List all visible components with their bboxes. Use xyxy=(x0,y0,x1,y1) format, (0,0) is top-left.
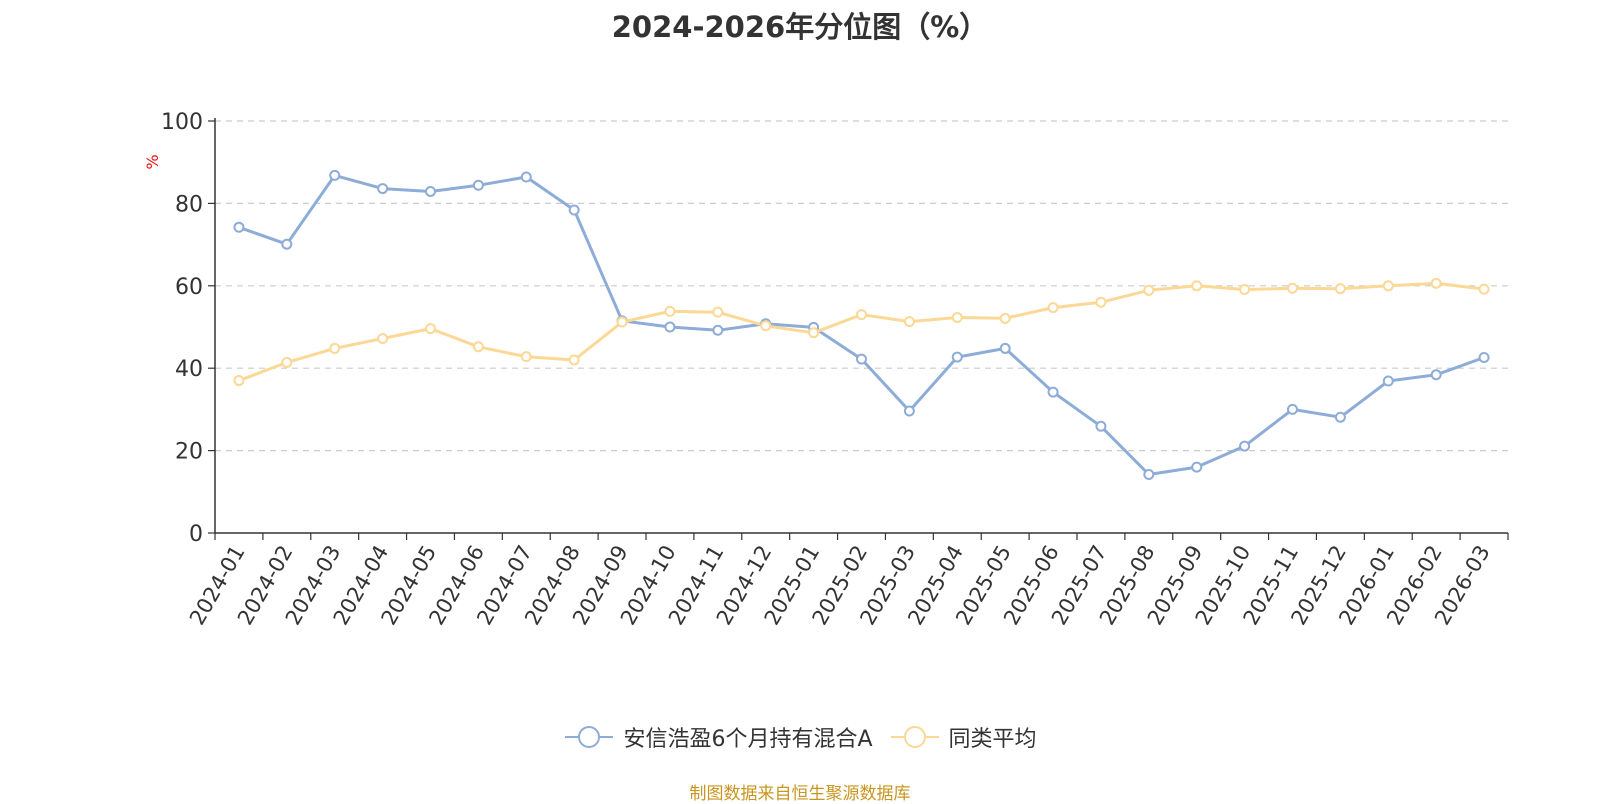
y-tick-label: 60 xyxy=(175,275,203,300)
series-1-point xyxy=(520,351,532,363)
series-1-point xyxy=(712,306,724,318)
legend-marker-fund-icon xyxy=(565,726,614,748)
legend-item-category-average[interactable]: 同类平均 xyxy=(889,721,1037,753)
axes: 0204060801002024-012024-022024-032024-04… xyxy=(161,110,1509,629)
series-1-point xyxy=(856,309,867,321)
series-0-point xyxy=(1047,386,1059,398)
series-1-point xyxy=(1191,280,1203,292)
series-0-point xyxy=(1143,468,1155,480)
series-1-point xyxy=(1143,284,1155,296)
legend-item-fund[interactable]: 安信浩盈6个月持有混合A xyxy=(563,721,873,753)
y-axis-unit-label: % xyxy=(143,154,162,169)
series-line-0 xyxy=(238,173,1485,476)
series-1-point xyxy=(664,305,676,317)
series-0-point xyxy=(1287,403,1298,415)
series-1-point xyxy=(281,356,293,368)
series-0-point xyxy=(472,179,484,191)
series-0-point xyxy=(425,185,436,197)
series-1-point xyxy=(760,320,772,332)
chart-title: 2024-2026年分位图（%） xyxy=(611,10,989,44)
legend-label-fund: 安信浩盈6个月持有混合A xyxy=(623,727,873,752)
series-1-point xyxy=(472,341,484,353)
series-1-point xyxy=(1478,283,1490,295)
series-0-point xyxy=(664,321,676,333)
series-1-point xyxy=(903,316,915,328)
series-1-point xyxy=(233,375,245,387)
series-0-point xyxy=(520,171,532,183)
series-1-point xyxy=(1430,277,1442,289)
y-tick-label: 100 xyxy=(161,110,203,135)
series-0-point xyxy=(1191,461,1203,473)
series-0-point xyxy=(233,221,245,233)
series-1-point xyxy=(1382,280,1394,292)
series-0-point xyxy=(281,238,293,250)
series-1-point xyxy=(1334,283,1346,295)
series-1-point xyxy=(999,312,1011,324)
series-0-point xyxy=(1478,351,1490,363)
series-1-point xyxy=(1287,282,1298,294)
y-tick-label: 40 xyxy=(175,357,203,382)
series-0-point xyxy=(951,351,963,363)
legend-label-average: 同类平均 xyxy=(948,727,1037,752)
series-0-point xyxy=(1239,440,1251,452)
series-1-point xyxy=(808,327,820,339)
series-0-point xyxy=(1382,375,1394,387)
series-0-point xyxy=(377,183,389,195)
series-0-point xyxy=(712,324,724,336)
y-tick-label: 20 xyxy=(175,440,203,465)
source-note: 制图数据来自恒生聚源数据库 xyxy=(689,784,911,804)
series-0-point xyxy=(856,353,867,365)
series-line-1 xyxy=(238,281,1485,383)
series xyxy=(233,169,1490,480)
series-1-point xyxy=(329,342,341,354)
legend: 安信浩盈6个月持有混合A 同类平均 xyxy=(0,721,1600,753)
series-0-point xyxy=(903,405,915,417)
series-1-point xyxy=(1239,284,1251,296)
legend-marker-average-icon xyxy=(890,726,939,748)
series-0-point xyxy=(1095,420,1107,432)
series-1-point xyxy=(1047,302,1059,314)
y-tick-label: 80 xyxy=(175,192,203,217)
series-0-point xyxy=(568,204,580,216)
series-0-point xyxy=(329,169,341,181)
series-1-point xyxy=(616,316,628,328)
series-1-point xyxy=(568,354,580,366)
grid-lines xyxy=(215,120,1508,452)
series-1-point xyxy=(951,312,963,324)
series-0-point xyxy=(1430,369,1442,381)
series-0-point xyxy=(999,342,1011,354)
y-tick-label: 0 xyxy=(189,522,203,547)
series-0-point xyxy=(1334,411,1346,423)
series-1-point xyxy=(1095,296,1107,308)
series-1-point xyxy=(425,323,436,335)
series-1-point xyxy=(377,333,389,345)
